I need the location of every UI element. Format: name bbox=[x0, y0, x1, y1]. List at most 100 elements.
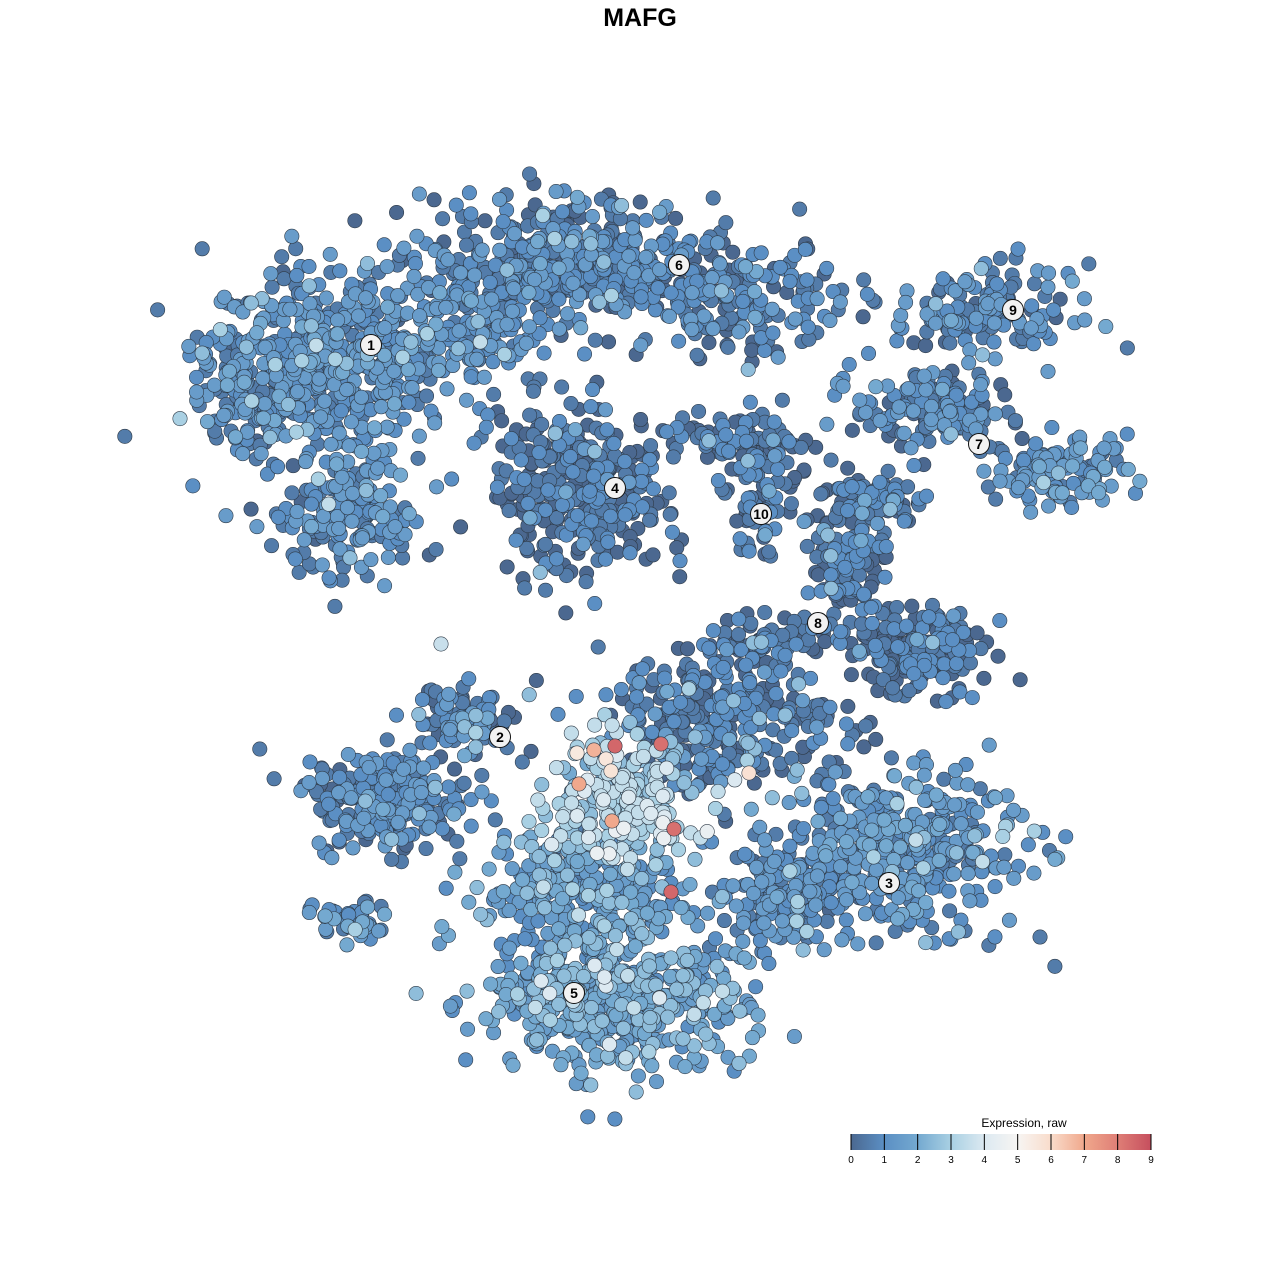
data-point bbox=[662, 968, 678, 984]
data-point bbox=[1007, 413, 1023, 429]
data-point bbox=[486, 386, 502, 402]
data-point bbox=[517, 580, 533, 596]
data-point bbox=[327, 351, 343, 367]
data-point bbox=[216, 407, 232, 423]
data-point bbox=[740, 735, 756, 751]
data-point bbox=[551, 321, 567, 337]
data-point bbox=[339, 937, 355, 953]
data-point bbox=[666, 714, 682, 730]
data-point bbox=[918, 338, 934, 354]
data-point bbox=[244, 393, 260, 409]
data-point bbox=[809, 719, 825, 735]
data-point bbox=[750, 1007, 766, 1023]
data-point bbox=[583, 1000, 599, 1016]
data-point bbox=[569, 854, 585, 870]
data-point bbox=[684, 321, 700, 337]
data-point bbox=[720, 339, 736, 355]
data-point bbox=[833, 624, 849, 640]
data-point bbox=[732, 1003, 748, 1019]
data-point bbox=[670, 842, 686, 858]
data-point bbox=[673, 694, 689, 710]
data-point bbox=[354, 444, 370, 460]
data-point bbox=[575, 536, 591, 552]
data-point bbox=[906, 666, 922, 682]
data-point bbox=[650, 280, 666, 296]
data-point bbox=[638, 249, 654, 265]
data-point bbox=[236, 374, 252, 390]
data-point bbox=[770, 349, 786, 365]
data-point bbox=[893, 307, 909, 323]
data-point bbox=[1098, 319, 1114, 335]
data-point bbox=[725, 878, 741, 894]
data-point bbox=[947, 797, 963, 813]
data-point bbox=[206, 377, 222, 393]
data-point bbox=[331, 521, 347, 537]
data-point bbox=[322, 246, 338, 262]
data-point bbox=[992, 473, 1008, 489]
data-point bbox=[943, 426, 959, 442]
data-point bbox=[565, 275, 581, 291]
data-point bbox=[540, 482, 556, 498]
data-point bbox=[987, 790, 1003, 806]
data-point bbox=[1041, 498, 1057, 514]
data-point bbox=[925, 635, 941, 651]
data-point bbox=[418, 841, 434, 857]
data-point bbox=[429, 479, 445, 495]
data-point bbox=[689, 347, 705, 363]
data-point bbox=[317, 393, 333, 409]
data-point bbox=[521, 285, 537, 301]
data-point bbox=[938, 694, 954, 710]
data-point bbox=[796, 514, 812, 530]
data-point bbox=[633, 289, 649, 305]
data-point bbox=[582, 483, 598, 499]
data-point bbox=[270, 509, 286, 525]
data-point bbox=[583, 236, 599, 252]
data-point bbox=[317, 908, 333, 924]
data-point bbox=[896, 425, 912, 441]
data-point bbox=[950, 924, 966, 940]
data-point bbox=[527, 272, 543, 288]
data-point bbox=[558, 605, 574, 621]
data-point bbox=[194, 345, 210, 361]
data-point bbox=[521, 687, 537, 703]
data-point bbox=[441, 686, 457, 702]
data-point bbox=[569, 189, 585, 205]
data-point bbox=[817, 634, 833, 650]
data-point bbox=[613, 682, 629, 698]
data-point bbox=[876, 812, 892, 828]
data-point bbox=[1040, 279, 1056, 295]
data-point bbox=[935, 271, 951, 287]
data-point bbox=[744, 1030, 760, 1046]
data-point bbox=[538, 582, 554, 598]
data-point bbox=[396, 761, 412, 777]
data-point bbox=[181, 338, 197, 354]
data-point bbox=[808, 897, 824, 913]
data-point bbox=[534, 777, 550, 793]
data-point bbox=[594, 1013, 610, 1029]
data-point bbox=[1054, 485, 1070, 501]
data-point bbox=[900, 855, 916, 871]
data-point bbox=[558, 484, 574, 500]
data-point bbox=[431, 362, 447, 378]
data-point bbox=[738, 657, 754, 673]
data-point bbox=[379, 732, 395, 748]
data-point bbox=[371, 923, 387, 939]
data-point bbox=[841, 356, 857, 372]
data-point bbox=[284, 485, 300, 501]
data-point bbox=[1026, 276, 1042, 292]
data-point bbox=[665, 449, 681, 465]
data-point bbox=[554, 497, 570, 513]
data-point bbox=[935, 670, 951, 686]
data-point bbox=[987, 315, 1003, 331]
data-point bbox=[864, 615, 880, 631]
data-point bbox=[1046, 302, 1062, 318]
data-point bbox=[832, 810, 848, 826]
data-point bbox=[739, 752, 755, 768]
data-point bbox=[461, 894, 477, 910]
data-point bbox=[795, 693, 811, 709]
data-point bbox=[823, 580, 839, 596]
data-point bbox=[949, 845, 965, 861]
data-point bbox=[809, 868, 825, 884]
data-point bbox=[744, 342, 760, 358]
data-point bbox=[969, 804, 985, 820]
